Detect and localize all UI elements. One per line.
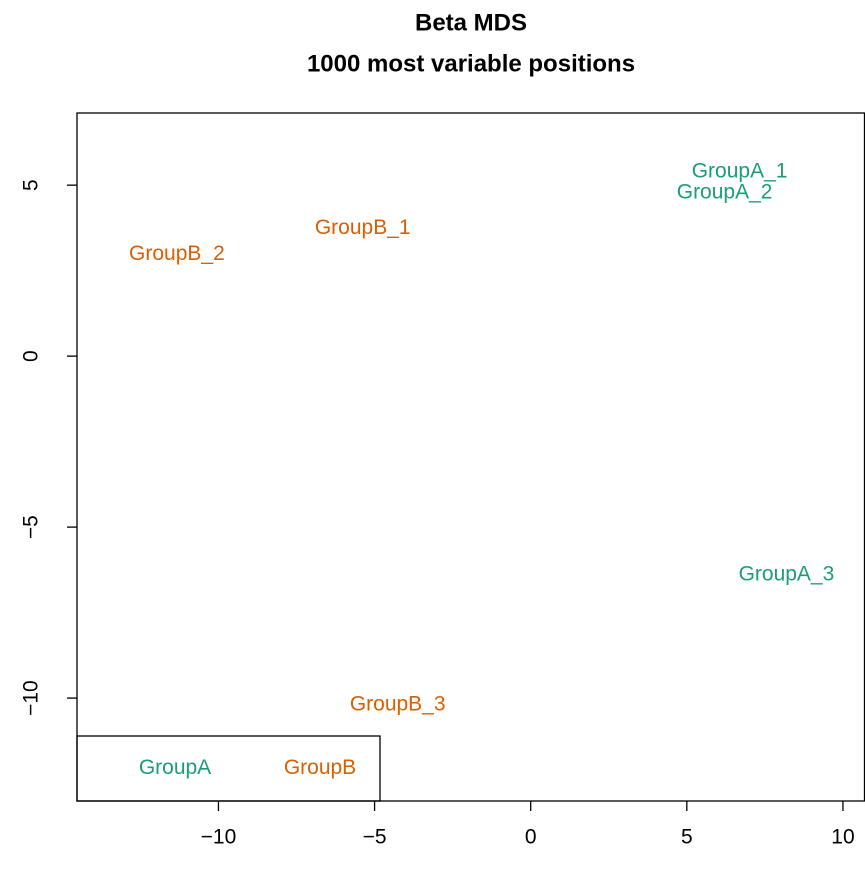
x-tick-label: −5	[363, 826, 387, 849]
point-label: GroupB_3	[350, 692, 446, 715]
y-tick-label: 5	[20, 179, 43, 191]
x-tick-label: 5	[681, 826, 693, 849]
chart-subtitle: 1000 most variable positions	[307, 50, 635, 77]
x-tick-label: 10	[831, 826, 854, 849]
plot-frame	[76, 112, 865, 802]
x-tick-label: −10	[201, 826, 237, 849]
legend-box	[76, 735, 381, 802]
y-tick-label: 0	[20, 350, 43, 362]
point-label: GroupA_3	[739, 563, 835, 586]
point-label: GroupA_1	[692, 160, 788, 183]
x-tick-label: 0	[525, 826, 537, 849]
chart-title: Beta MDS	[415, 9, 527, 36]
point-label: GroupB_1	[315, 216, 411, 239]
y-tick-label: −5	[20, 515, 43, 539]
point-label: GroupB_2	[129, 242, 225, 265]
y-tick-label: −10	[20, 680, 43, 716]
legend-entry: GroupB	[284, 756, 356, 779]
point-label: GroupA_2	[677, 181, 773, 204]
legend-entry: GroupA	[139, 756, 211, 779]
